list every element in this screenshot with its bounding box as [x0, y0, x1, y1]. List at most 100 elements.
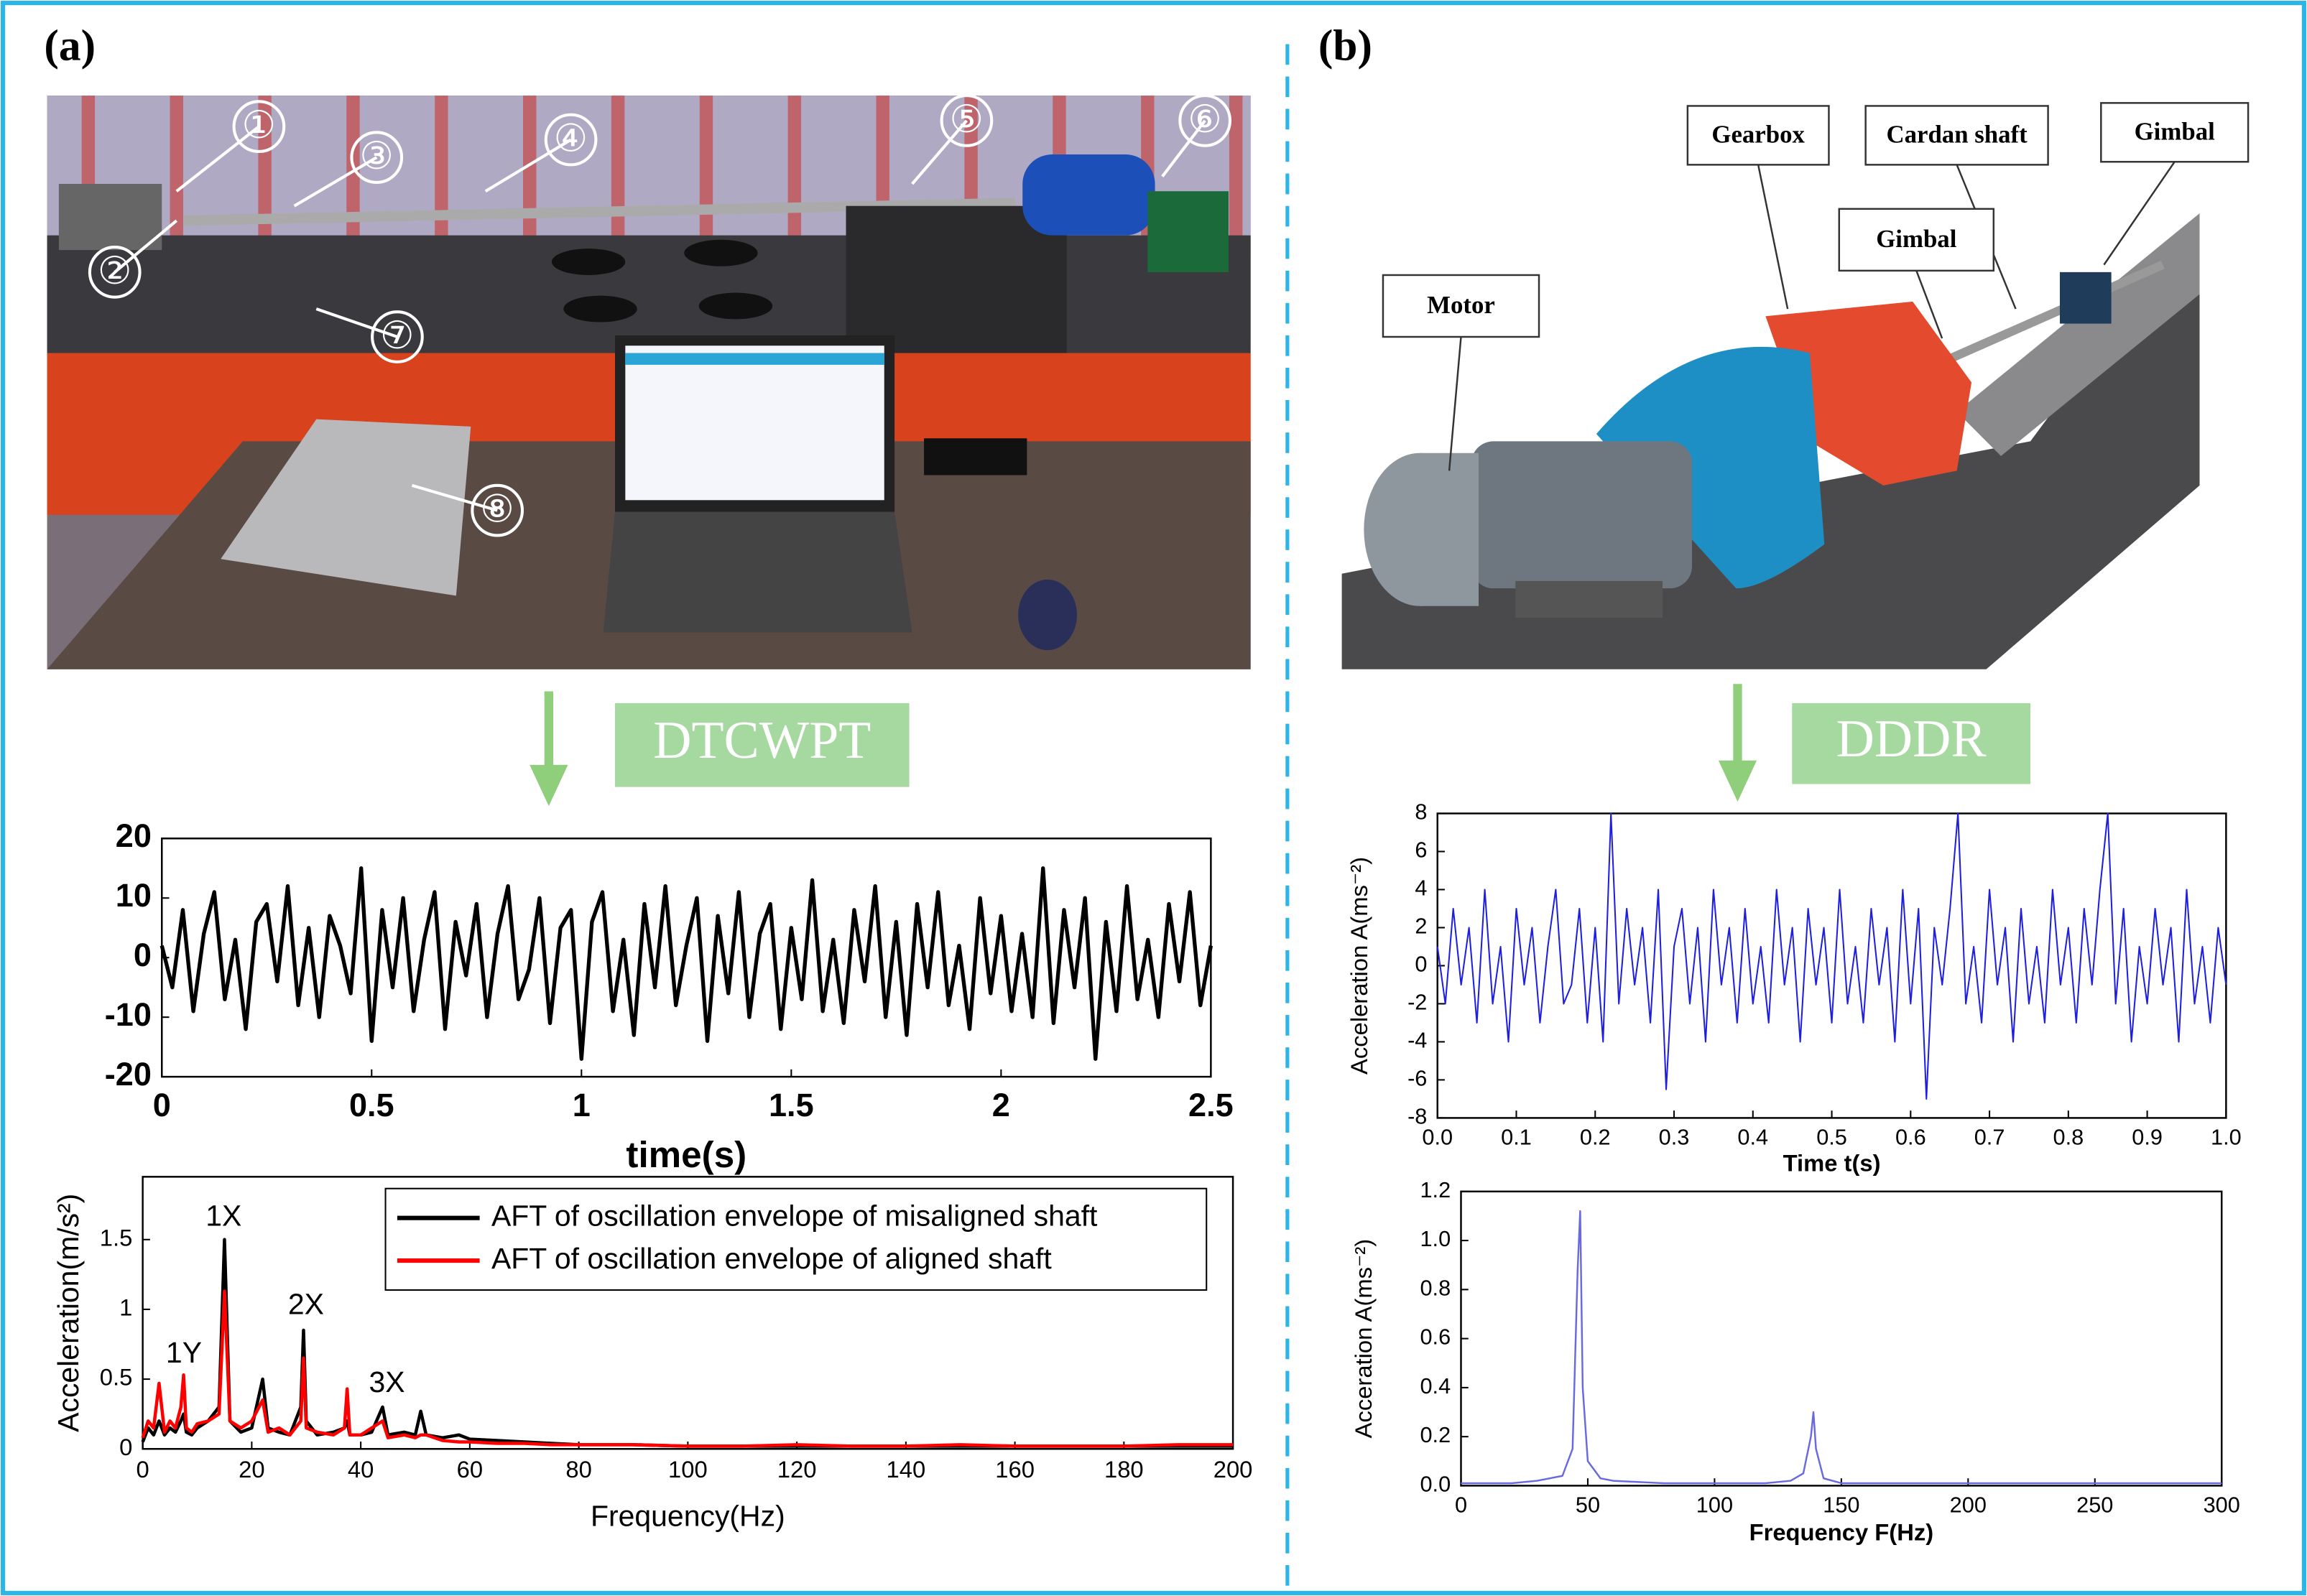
callout-label: ⑦	[380, 315, 415, 357]
data-line	[1436, 812, 2227, 1100]
photo-a	[47, 96, 1251, 669]
label-leader	[1915, 270, 1943, 339]
x-tick-label: 80	[565, 1456, 591, 1483]
panel-label: (b)	[1318, 22, 1372, 70]
callout-circle	[544, 113, 598, 167]
x-tick-label: 180	[1104, 1456, 1144, 1483]
y-axis-label: Acceration A(ms⁻²)	[1350, 1239, 1377, 1439]
legend-label: AFT of oscillation envelope of misaligne…	[491, 1199, 1098, 1232]
y-tick-label: 0.5	[100, 1364, 133, 1391]
method-a: DTCWPT	[530, 691, 910, 807]
x-tick-label: 0.0	[1422, 1125, 1453, 1150]
method-b: DDDR	[1718, 684, 2031, 802]
y-axis-label: Acceleration A(ms⁻²)	[1346, 857, 1372, 1075]
callout-leader	[315, 307, 398, 338]
callout-circle	[232, 100, 286, 153]
y-tick-label: 8	[1415, 799, 1427, 825]
photo-b	[1341, 213, 2200, 669]
photo-label: Gearbox	[1711, 120, 1805, 148]
x-tick-label: 0	[137, 1456, 149, 1483]
callout-leader	[293, 156, 378, 208]
x-tick-label: 0.1	[1501, 1125, 1532, 1150]
y-tick-label: 1.5	[100, 1224, 133, 1251]
callout-leader	[411, 483, 498, 512]
callout-leader	[911, 119, 968, 185]
label-leader	[2103, 161, 2176, 266]
legend-label: AFT of oscillation envelope of aligned s…	[491, 1242, 1052, 1275]
x-tick-label: 100	[1696, 1493, 1733, 1518]
callout-label: ⑥	[1188, 98, 1222, 141]
annotation: 1Y	[166, 1336, 202, 1369]
x-tick-label: 0.8	[2053, 1125, 2084, 1150]
y-tick-label: -10	[105, 996, 152, 1033]
x-tick-label: 0.3	[1659, 1125, 1690, 1150]
y-tick-label: -6	[1407, 1066, 1427, 1091]
method-label: DDDR	[1836, 709, 1987, 768]
x-tick-label: 200	[1213, 1456, 1253, 1483]
annotation: 1X	[205, 1199, 241, 1232]
data-line	[1461, 1210, 2222, 1485]
x-tick-label: 0	[1455, 1493, 1467, 1518]
y-tick-label: -8	[1407, 1104, 1427, 1129]
data-line	[141, 1289, 1234, 1448]
method-label: DTCWPT	[653, 710, 871, 769]
x-tick-label: 150	[1823, 1493, 1859, 1518]
x-tick-label: 250	[2076, 1493, 2113, 1518]
y-tick-label: 0	[134, 937, 152, 973]
y-tick-label: -2	[1407, 990, 1427, 1015]
label-box	[1838, 208, 1995, 272]
y-tick-label: 1.0	[1420, 1226, 1451, 1251]
photo-label: Gimbal	[1876, 225, 1956, 253]
callout-label: ④	[554, 118, 588, 160]
callout-circle	[371, 310, 424, 363]
x-tick-label: 300	[2204, 1493, 2240, 1518]
callout-circle	[88, 246, 142, 299]
x-axis-label: Frequency(Hz)	[591, 1499, 785, 1532]
label-box	[1686, 105, 1830, 166]
y-axis-label: Acceleration(m/s²)	[52, 1194, 85, 1432]
legend-box	[384, 1187, 1208, 1291]
x-tick-label: 160	[995, 1456, 1035, 1483]
callout-circle	[350, 131, 404, 184]
label-leader	[1757, 164, 1789, 310]
x-tick-label: 0.6	[1895, 1125, 1926, 1150]
y-tick-label: 2	[1415, 914, 1427, 939]
x-tick-label: 0.5	[349, 1087, 394, 1123]
callout-label: ①	[242, 104, 277, 147]
x-axis-label: time(s)	[626, 1134, 746, 1175]
x-tick-label: 1	[573, 1087, 591, 1123]
x-tick-label: 60	[457, 1456, 483, 1483]
callout-leader	[114, 219, 178, 274]
x-tick-label: 200	[1950, 1493, 1987, 1518]
x-tick-label: 0.4	[1737, 1125, 1768, 1150]
x-tick-label: 2.5	[1188, 1087, 1234, 1123]
label-box	[2100, 102, 2250, 163]
y-tick-label: 0.8	[1420, 1275, 1451, 1300]
annotation: 2X	[288, 1287, 324, 1320]
x-tick-label: 0.9	[2132, 1125, 2163, 1150]
x-tick-label: 50	[1576, 1493, 1600, 1518]
y-tick-label: 0.4	[1420, 1373, 1451, 1398]
x-tick-label: 0.2	[1580, 1125, 1611, 1150]
data-line	[159, 866, 1213, 1061]
panel-label: (a)	[44, 22, 96, 70]
y-tick-label: 6	[1415, 838, 1427, 863]
callout-circle	[471, 483, 524, 537]
x-tick-label: 20	[239, 1456, 264, 1483]
y-tick-label: -20	[105, 1056, 152, 1092]
y-tick-label: 20	[116, 817, 152, 854]
x-tick-label: 40	[348, 1456, 374, 1483]
label-box	[1864, 105, 2049, 166]
callout-label: ⑧	[480, 488, 514, 531]
callout-leader	[484, 138, 572, 192]
x-tick-label: 2	[992, 1087, 1010, 1123]
y-tick-label: 0.0	[1420, 1472, 1451, 1497]
x-axis-label: Time t(s)	[1783, 1150, 1881, 1177]
photo-label: Motor	[1427, 291, 1495, 319]
x-tick-label: 1.5	[769, 1087, 814, 1123]
callout-leader	[1161, 119, 1206, 177]
label-box	[1382, 274, 1540, 338]
